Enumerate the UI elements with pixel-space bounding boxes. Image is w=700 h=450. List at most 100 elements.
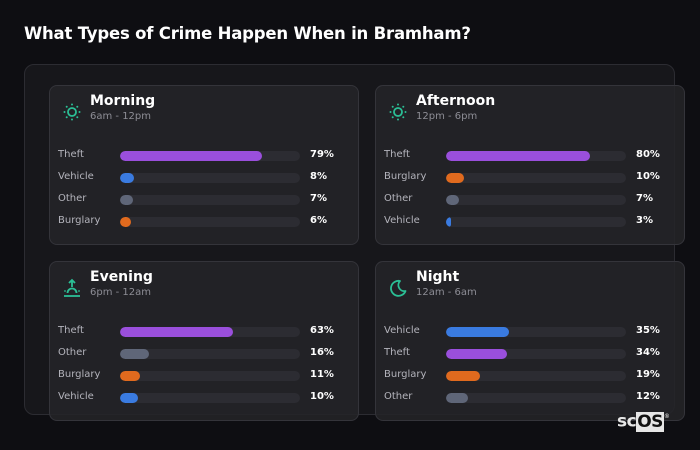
bar-fill (120, 173, 135, 183)
scos-logo: scOS® (617, 411, 670, 432)
bar-fill (120, 217, 131, 227)
bar-track (120, 327, 300, 337)
card-afternoon: Afternoon 12pm - 6pm Theft 80% Burglary … (375, 85, 685, 245)
sun-icon (62, 102, 82, 122)
bar-track (120, 173, 300, 183)
bar-value: 11% (310, 369, 334, 380)
bar-row: Burglary 19% (384, 368, 674, 390)
bar-value: 79% (310, 149, 334, 160)
bar-track (446, 349, 626, 359)
card-title: Morning (90, 93, 156, 109)
bar-label: Burglary (58, 369, 101, 380)
bar-row: Burglary 10% (384, 170, 674, 192)
bar-fill (446, 217, 452, 227)
bar-label: Theft (384, 149, 410, 160)
card-night: Night 12am - 6am Vehicle 35% Theft 34% B… (375, 261, 685, 421)
bar-row: Vehicle 35% (384, 324, 674, 346)
bar-fill (120, 349, 149, 359)
sunset-icon (62, 278, 82, 298)
bar-fill (446, 327, 509, 337)
card-morning: Morning 6am - 12pm Theft 79% Vehicle 8% … (49, 85, 359, 245)
card-evening: Evening 6pm - 12am Theft 63% Other 16% B… (49, 261, 359, 421)
bar-row: Other 12% (384, 390, 674, 412)
bar-track (446, 371, 626, 381)
bar-value: 34% (636, 347, 660, 358)
bar-label: Other (384, 193, 413, 204)
bar-label: Other (58, 193, 87, 204)
bar-track (446, 393, 626, 403)
moon-icon (388, 278, 408, 298)
bar-list: Theft 79% Vehicle 8% Other 7% Burglary 6… (58, 148, 348, 236)
bar-row: Theft 79% (58, 148, 348, 170)
bar-track (446, 195, 626, 205)
bar-value: 10% (636, 171, 660, 182)
card-time-range: 12pm - 6pm (416, 111, 478, 122)
bar-row: Burglary 11% (58, 368, 348, 390)
bar-row: Theft 80% (384, 148, 674, 170)
bar-row: Vehicle 8% (58, 170, 348, 192)
bar-value: 6% (310, 215, 327, 226)
bar-track (120, 393, 300, 403)
bar-value: 7% (636, 193, 653, 204)
bar-fill (120, 151, 263, 161)
bar-row: Other 7% (384, 192, 674, 214)
bar-fill (446, 195, 459, 205)
bar-list: Theft 80% Burglary 10% Other 7% Vehicle … (384, 148, 674, 236)
bar-label: Vehicle (384, 325, 420, 336)
bar-value: 10% (310, 391, 334, 402)
bar-label: Vehicle (384, 215, 420, 226)
bar-fill (446, 151, 590, 161)
bar-label: Burglary (58, 215, 101, 226)
bar-track (120, 195, 300, 205)
card-time-range: 6pm - 12am (90, 287, 152, 298)
bar-label: Burglary (384, 171, 427, 182)
bar-label: Theft (58, 325, 84, 336)
bar-label: Vehicle (58, 391, 94, 402)
card-title: Evening (90, 269, 153, 285)
bar-label: Theft (384, 347, 410, 358)
bar-row: Other 7% (58, 192, 348, 214)
bar-track (120, 151, 300, 161)
bar-row: Vehicle 10% (58, 390, 348, 412)
bar-value: 8% (310, 171, 327, 182)
bar-value: 63% (310, 325, 334, 336)
bar-row: Theft 34% (384, 346, 674, 368)
bar-value: 19% (636, 369, 660, 380)
bar-value: 12% (636, 391, 660, 402)
bar-list: Theft 63% Other 16% Burglary 11% Vehicle… (58, 324, 348, 412)
bar-list: Vehicle 35% Theft 34% Burglary 19% Other… (384, 324, 674, 412)
bar-track (446, 173, 626, 183)
bar-track (120, 371, 300, 381)
bar-label: Theft (58, 149, 84, 160)
bar-label: Other (58, 347, 87, 358)
card-title: Afternoon (416, 93, 496, 109)
card-title: Night (416, 269, 460, 285)
bar-fill (446, 349, 508, 359)
bar-label: Vehicle (58, 171, 94, 182)
bar-row: Theft 63% (58, 324, 348, 346)
bar-row: Vehicle 3% (384, 214, 674, 236)
bar-value: 35% (636, 325, 660, 336)
bar-row: Burglary 6% (58, 214, 348, 236)
bar-fill (120, 327, 234, 337)
bar-label: Burglary (384, 369, 427, 380)
bar-fill (446, 173, 464, 183)
bar-fill (446, 371, 481, 381)
bar-track (446, 217, 626, 227)
bar-fill (120, 393, 138, 403)
sun-icon (388, 102, 408, 122)
bar-track (120, 349, 300, 359)
bar-value: 16% (310, 347, 334, 358)
bar-track (446, 327, 626, 337)
bar-track (120, 217, 300, 227)
bar-label: Other (384, 391, 413, 402)
card-time-range: 12am - 6am (416, 287, 477, 298)
bar-fill (120, 371, 140, 381)
page-title: What Types of Crime Happen When in Bramh… (24, 24, 471, 43)
bar-fill (446, 393, 468, 403)
bar-row: Other 16% (58, 346, 348, 368)
bar-value: 80% (636, 149, 660, 160)
bar-value: 7% (310, 193, 327, 204)
bar-fill (120, 195, 133, 205)
bar-track (446, 151, 626, 161)
